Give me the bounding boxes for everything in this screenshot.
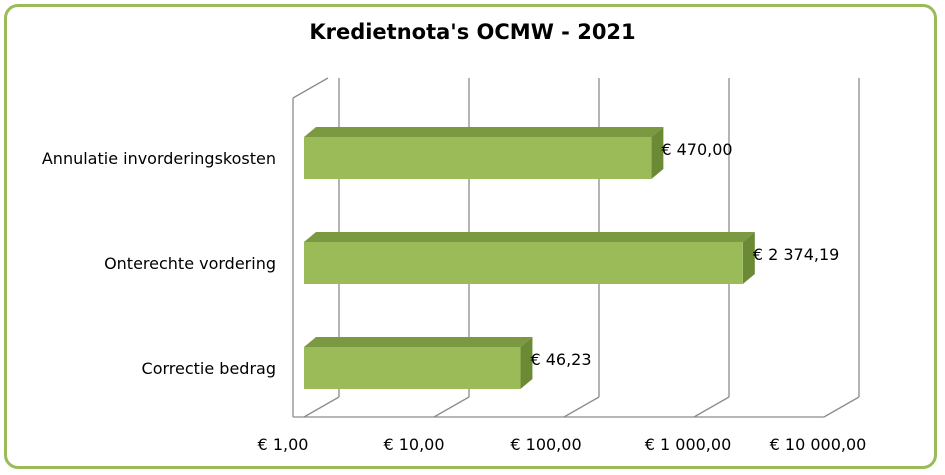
- category-label: Correctie bedrag: [142, 359, 276, 378]
- x-tick-label: € 1 000,00: [645, 435, 732, 454]
- gridline-floor: [433, 396, 470, 418]
- chart-title: Kredietnota's OCMW - 2021: [309, 20, 636, 44]
- data-label: € 470,00: [661, 140, 732, 159]
- category-label: Annulatie invorderingskosten: [42, 149, 276, 168]
- bar-top: [304, 337, 533, 347]
- bar: [304, 242, 743, 284]
- bar: [304, 347, 521, 389]
- bar-top: [304, 232, 755, 242]
- data-label: € 46,23: [530, 350, 591, 369]
- gridline-floor: [303, 396, 340, 418]
- wall-top-edge: [292, 77, 329, 99]
- category-label: Onterechte vordering: [104, 254, 276, 273]
- gridline-floor: [823, 396, 860, 418]
- data-label: € 2 374,19: [753, 245, 840, 264]
- gridline-floor: [693, 396, 730, 418]
- gridline-floor: [563, 396, 600, 418]
- x-tick-label: € 10,00: [383, 435, 444, 454]
- bar-top: [304, 127, 664, 137]
- x-tick-label: € 10 000,00: [770, 435, 867, 454]
- bar-side: [520, 337, 533, 389]
- x-tick-label: € 100,00: [510, 435, 581, 454]
- bar-side: [651, 127, 664, 179]
- bar: [304, 137, 652, 179]
- x-tick-label: € 1,00: [258, 435, 309, 454]
- bar-side: [742, 232, 755, 284]
